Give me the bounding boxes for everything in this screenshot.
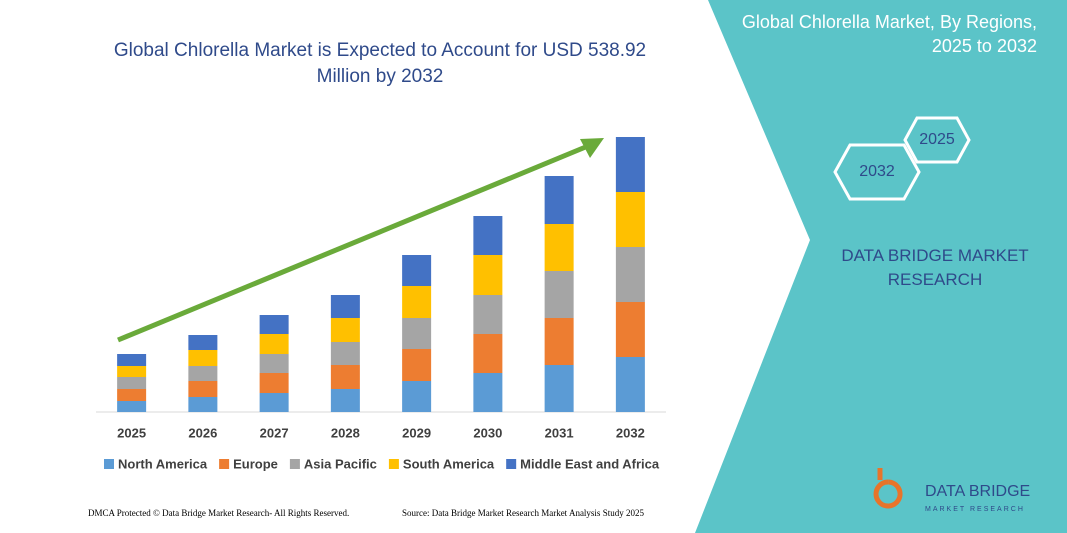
hexagon xyxy=(833,143,921,201)
bar-segment xyxy=(544,271,574,318)
hex-label: 2032 xyxy=(859,163,895,180)
x-tick-label: 2032 xyxy=(616,425,645,440)
bar-segment xyxy=(330,365,360,389)
x-tick-label: 2031 xyxy=(545,425,574,440)
bar-segment xyxy=(259,393,289,412)
bar-segment xyxy=(615,357,645,412)
x-tick-label: 2026 xyxy=(188,425,217,440)
bar-segment xyxy=(544,365,574,412)
bar-segment xyxy=(117,366,147,377)
legend-label: Asia Pacific xyxy=(304,456,377,471)
logo-icon xyxy=(873,468,903,509)
bar-segment xyxy=(330,295,360,318)
legend-swatch xyxy=(388,459,399,469)
arrow-head xyxy=(580,138,604,158)
hexagon xyxy=(903,116,971,164)
bar-segment xyxy=(544,176,574,224)
x-tick-label: 2025 xyxy=(117,425,146,440)
bar-segment xyxy=(188,350,218,366)
bar-segment xyxy=(259,315,289,334)
bar-segment xyxy=(117,401,147,412)
bar-segment xyxy=(117,377,147,389)
legend-label: Europe xyxy=(233,456,278,471)
bar-segment xyxy=(473,255,503,295)
bar-segment xyxy=(615,192,645,247)
legend-label: South America xyxy=(403,456,495,471)
logo-name: DATA BRIDGE xyxy=(925,483,1030,500)
legend-swatch xyxy=(506,459,517,469)
bar-segment xyxy=(402,318,432,349)
trend-arrow xyxy=(117,143,589,343)
hex-label: 2025 xyxy=(919,131,955,148)
legend-label: Middle East and Africa xyxy=(520,456,660,471)
bar-segment xyxy=(544,318,574,365)
logo-tagline: MARKET RESEARCH xyxy=(925,506,1025,513)
bar-segment xyxy=(402,381,432,412)
legend-swatch xyxy=(289,459,300,469)
bar-segment xyxy=(402,286,432,318)
bar-segment xyxy=(330,342,360,365)
legend-swatch xyxy=(104,459,114,469)
x-tick-label: 2028 xyxy=(331,425,360,440)
bar-segment xyxy=(402,349,432,381)
bar-segment xyxy=(615,137,645,192)
footer-right: Source: Data Bridge Market Research Mark… xyxy=(402,508,644,518)
bar-segment xyxy=(544,224,574,271)
x-tick-label: 2029 xyxy=(402,425,431,440)
bar-segment xyxy=(473,334,503,373)
chart-title: Global Chlorella Market is Expected to A… xyxy=(113,40,647,87)
legend-swatch xyxy=(219,459,230,469)
bar-segment xyxy=(402,255,432,286)
brand: DATA BRIDGE MARKET RESEARCH xyxy=(841,246,1029,289)
bar-segment xyxy=(117,354,147,366)
bar-segment xyxy=(615,302,645,357)
bar-segment xyxy=(259,354,289,373)
bar-segment xyxy=(615,247,645,302)
side-panel xyxy=(695,0,1067,533)
bar-segment xyxy=(473,373,503,412)
bar-segment xyxy=(259,373,289,393)
x-tick-label: 2027 xyxy=(260,425,289,440)
bar-segment xyxy=(188,397,218,412)
x-tick-label: 2030 xyxy=(473,425,502,440)
bar-segment xyxy=(188,366,218,381)
bar-segment xyxy=(259,334,289,354)
bar-segment xyxy=(117,389,147,401)
bar-segment xyxy=(330,389,360,412)
footer-left: DMCA Protected © Data Bridge Market Rese… xyxy=(88,508,349,518)
bar-segment xyxy=(330,318,360,342)
legend-label: North America xyxy=(118,456,208,471)
bar-segment xyxy=(473,295,503,334)
bar-segment xyxy=(473,216,503,255)
panel-title: Global Chlorella Market, By Regions, 202… xyxy=(741,12,1037,56)
bar-segment xyxy=(188,381,218,397)
bar-segment xyxy=(188,335,218,350)
